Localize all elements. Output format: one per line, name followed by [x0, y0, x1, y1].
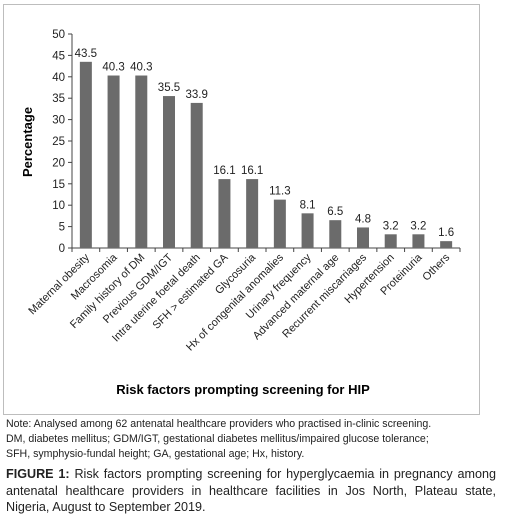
bar — [218, 179, 231, 248]
note-line-1: Note: Analysed among 62 antenatal health… — [6, 418, 432, 430]
y-tick-label: 45 — [52, 50, 65, 62]
data-label: 16.1 — [241, 165, 263, 177]
bar — [190, 102, 203, 249]
bar — [135, 75, 148, 249]
bar — [357, 227, 369, 248]
data-label: 3.2 — [410, 220, 426, 232]
note-line-2: DM, diabetes mellitus; GDM/IGT, gestatio… — [6, 433, 429, 445]
data-label: 3.2 — [383, 220, 399, 232]
bar — [273, 199, 286, 248]
data-label: 6.5 — [327, 206, 343, 218]
data-label: 4.8 — [355, 213, 371, 225]
figure-caption-text: Risk factors prompting screening for hyp… — [6, 467, 496, 514]
chart-notes: Note: Analysed among 62 antenatal health… — [6, 417, 496, 462]
y-tick-label: 0 — [59, 243, 65, 255]
figure-caption: FIGURE 1: Risk factors prompting screeni… — [6, 466, 496, 516]
data-label: 11.3 — [269, 186, 291, 198]
data-label: 1.6 — [438, 227, 454, 239]
data-label: 43.5 — [75, 48, 97, 60]
bar — [384, 234, 397, 248]
data-label: 16.1 — [213, 165, 235, 177]
bar — [329, 220, 342, 248]
note-line-3: SFH, symphysio-fundal height; GA, gestat… — [6, 448, 305, 460]
bar — [79, 61, 92, 248]
y-tick-label: 10 — [52, 200, 65, 212]
bar — [163, 96, 175, 248]
category-label: Others — [420, 251, 452, 283]
y-tick-label: 30 — [52, 115, 65, 127]
bar — [440, 241, 453, 248]
y-tick-label: 25 — [52, 136, 65, 148]
bar — [107, 75, 120, 249]
bar — [412, 234, 425, 248]
y-tick-label: 20 — [52, 157, 65, 169]
y-tick-label: 50 — [52, 29, 65, 41]
y-axis-label: Percentage — [20, 107, 35, 177]
data-label: 40.3 — [102, 62, 124, 74]
y-tick-label: 40 — [52, 72, 65, 84]
data-label: 40.3 — [130, 62, 152, 74]
data-label: 8.1 — [300, 199, 316, 211]
bar — [246, 179, 259, 248]
figure-caption-label: FIGURE 1: — [6, 467, 70, 481]
y-tick-label: 35 — [52, 93, 65, 105]
x-axis-label: Risk factors prompting screening for HIP — [116, 382, 370, 397]
y-tick-label: 5 — [59, 222, 65, 234]
chart-frame — [3, 4, 480, 415]
y-tick-label: 15 — [52, 179, 65, 191]
data-label: 35.5 — [158, 82, 180, 94]
bar — [301, 213, 314, 248]
data-label: 33.9 — [186, 89, 208, 101]
